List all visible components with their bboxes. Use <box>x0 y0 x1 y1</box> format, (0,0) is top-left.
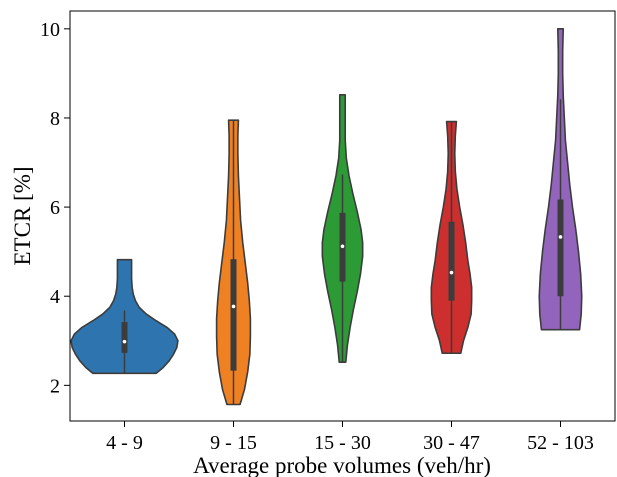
x-tick-label: 4 - 9 <box>106 432 143 454</box>
violin-5 <box>538 28 583 331</box>
x-axis-title: Average probe volumes (veh/hr) <box>193 453 491 477</box>
violin-median <box>231 304 236 309</box>
x-tick-label: 9 - 15 <box>210 432 257 454</box>
y-axis-title: ETCR [%] <box>10 166 35 265</box>
y-tick-label: 6 <box>50 197 60 219</box>
violin-3 <box>321 93 364 363</box>
x-tick-label: 52 - 103 <box>527 432 594 454</box>
violin-iqr-box <box>557 199 564 297</box>
violin-median <box>340 244 345 249</box>
violin-4 <box>430 120 473 355</box>
x-axis: 4 - 9 9 - 15 15 - 30 30 - 47 52 - 103 <box>106 421 594 454</box>
y-tick-label: 8 <box>50 108 60 130</box>
violin-median <box>122 339 127 344</box>
violin-iqr-box <box>121 322 128 353</box>
y-axis: 2 4 6 8 10 <box>40 19 70 397</box>
violins-layer <box>70 28 583 406</box>
y-tick-label: 4 <box>50 286 60 308</box>
violin-1 <box>70 258 179 375</box>
y-tick-label: 10 <box>40 19 60 41</box>
violin-iqr-box <box>448 221 455 301</box>
violin-iqr-box <box>230 259 237 371</box>
violin-median <box>449 270 454 275</box>
y-tick-label: 2 <box>50 375 60 397</box>
x-tick-label: 30 - 47 <box>423 432 480 454</box>
x-tick-label: 15 - 30 <box>314 432 371 454</box>
violin-2 <box>215 119 252 406</box>
violin-median <box>558 235 563 239</box>
